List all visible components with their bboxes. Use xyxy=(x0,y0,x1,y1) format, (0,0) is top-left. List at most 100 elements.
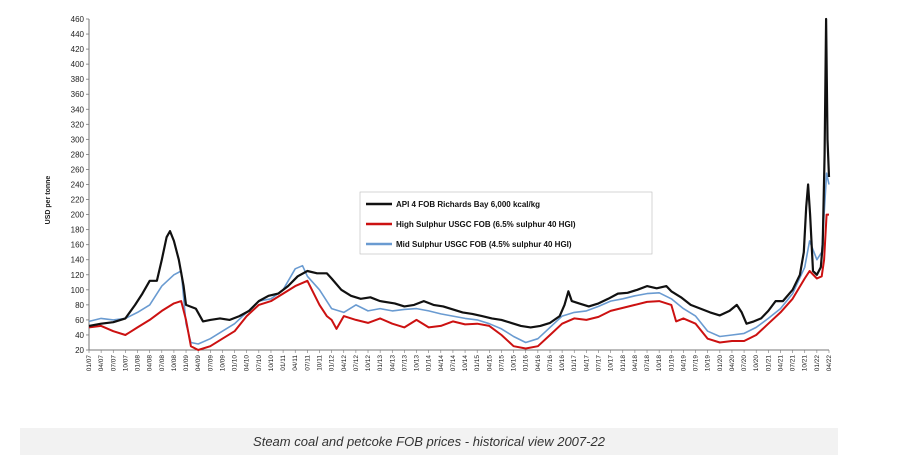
x-tick-label: 01/09 xyxy=(183,355,190,372)
x-tick-label: 07/19 xyxy=(693,355,700,372)
x-tick-label: 04/14 xyxy=(438,355,445,372)
chart-axes xyxy=(88,19,829,351)
x-tick-label: 04/22 xyxy=(826,355,833,372)
x-tick-label: 07/12 xyxy=(353,355,360,372)
x-tick-label: 10/14 xyxy=(462,355,469,372)
x-tick-label: 04/11 xyxy=(292,355,299,371)
figure-caption: Steam coal and petcoke FOB prices - hist… xyxy=(253,434,605,449)
series-line-high-sulphur xyxy=(88,213,829,351)
x-tick-label: 01/14 xyxy=(426,355,433,372)
x-tick-label: 07/13 xyxy=(401,355,408,372)
x-tick-label: 07/07 xyxy=(110,355,117,372)
x-tick-label: 07/14 xyxy=(450,355,457,372)
legend-label-mid-sulphur: Mid Sulphur USGC FOB (4.5% sulphur 40 HG… xyxy=(396,240,572,249)
y-tick-label: 340 xyxy=(71,105,85,114)
x-tick-label: 04/15 xyxy=(486,355,493,372)
x-tick-label: 04/13 xyxy=(389,355,396,372)
x-tick-label: 07/16 xyxy=(547,355,554,372)
x-tick-label: 07/09 xyxy=(207,355,214,372)
legend-label-api4: API 4 FOB Richards Bay 6,000 kcal/kg xyxy=(396,200,540,209)
y-tick-label: 180 xyxy=(71,226,85,235)
y-tick-label: 460 xyxy=(71,15,85,24)
series-lines xyxy=(88,17,831,351)
x-tick-label: 07/15 xyxy=(498,355,505,372)
y-tick-label: 240 xyxy=(71,181,85,190)
x-tick-label: 10/18 xyxy=(656,355,663,372)
x-tick-label: 01/07 xyxy=(86,355,93,372)
y-tick-label: 260 xyxy=(71,165,85,174)
x-tick-label: 01/20 xyxy=(717,355,724,372)
x-tick-label: 01/11 xyxy=(280,355,287,371)
x-tick-label: 01/12 xyxy=(329,355,336,372)
y-tick-label: 300 xyxy=(71,135,85,144)
y-tick-label: 360 xyxy=(71,90,85,99)
x-tick-label: 10/20 xyxy=(753,355,760,372)
legend: API 4 FOB Richards Bay 6,000 kcal/kg Hig… xyxy=(359,191,653,255)
x-tick-label: 10/17 xyxy=(608,355,615,372)
y-tick-label: 40 xyxy=(75,331,84,340)
x-tick-label: 01/21 xyxy=(765,355,772,372)
x-tick-label: 04/12 xyxy=(341,355,348,372)
x-tick-label: 10/12 xyxy=(365,355,372,372)
x-tick-label: 07/08 xyxy=(159,355,166,372)
x-tick-label: 10/21 xyxy=(802,355,809,372)
y-tick-label: 80 xyxy=(75,301,84,310)
legend-label-high-sulphur: High Sulphur USGC FOB (6.5% sulphur 40 H… xyxy=(396,220,576,229)
x-tick-label: 10/10 xyxy=(268,355,275,372)
x-tick-label: 10/11 xyxy=(316,355,323,371)
x-tick-label: 01/18 xyxy=(620,355,627,372)
x-tick-label: 07/20 xyxy=(741,355,748,372)
y-tick-label: 200 xyxy=(71,211,85,220)
series-line-api4 xyxy=(88,17,831,329)
x-tick-label: 10/15 xyxy=(511,355,518,372)
x-tick-label: 10/19 xyxy=(705,355,712,372)
x-tick-label: 04/07 xyxy=(98,355,105,372)
y-tick-label: 320 xyxy=(71,120,85,129)
y-tick-label: 400 xyxy=(71,60,85,69)
y-tick-label: 440 xyxy=(71,30,85,39)
x-tick-label: 10/13 xyxy=(414,355,421,372)
x-tick-label: 01/15 xyxy=(474,355,481,372)
x-tick-label: 07/11 xyxy=(304,355,311,371)
x-tick-label: 01/22 xyxy=(814,355,821,372)
x-tick-label: 04/10 xyxy=(244,355,251,372)
y-axis-ticks: 20 40 60 80 100 120 140 160 180 200 220 240 260 280 30… xyxy=(71,15,89,355)
x-tick-label: 01/16 xyxy=(523,355,530,372)
x-axis-ticks: 01/07 04/07 07/07 10/07 01/08 04/08 07/08 10/08… xyxy=(86,350,833,371)
x-tick-label: 07/18 xyxy=(644,355,651,372)
x-tick-label: 04/19 xyxy=(680,355,687,372)
x-tick-label: 01/17 xyxy=(571,355,578,372)
x-tick-label: 04/16 xyxy=(535,355,542,372)
y-tick-label: 60 xyxy=(75,316,84,325)
x-tick-label: 01/10 xyxy=(232,355,239,372)
y-tick-label: 280 xyxy=(71,150,85,159)
x-tick-label: 04/17 xyxy=(583,355,590,372)
x-tick-label: 01/19 xyxy=(668,355,675,372)
y-tick-label: 160 xyxy=(71,241,85,250)
y-axis-label: USD per tonne xyxy=(45,176,52,225)
caption-bar: Steam coal and petcoke FOB prices - hist… xyxy=(20,428,838,455)
x-tick-label: 10/09 xyxy=(219,355,226,372)
x-tick-label: 04/09 xyxy=(195,355,202,372)
x-tick-label: 04/21 xyxy=(777,355,784,372)
x-tick-label: 10/16 xyxy=(559,355,566,372)
y-tick-label: 420 xyxy=(71,45,85,54)
y-tick-label: 120 xyxy=(71,271,85,280)
x-tick-label: 07/10 xyxy=(256,355,263,372)
x-tick-label: 10/08 xyxy=(171,355,178,372)
legend-box xyxy=(359,191,653,255)
series-line-mid-sulphur xyxy=(88,172,830,345)
x-tick-label: 04/18 xyxy=(632,355,639,372)
y-tick-label: 20 xyxy=(75,346,84,355)
y-tick-label: 380 xyxy=(71,75,85,84)
x-tick-label: 10/07 xyxy=(122,355,129,372)
x-tick-label: 01/08 xyxy=(135,355,142,372)
y-tick-label: 100 xyxy=(71,286,85,295)
x-tick-label: 07/21 xyxy=(790,355,797,372)
y-tick-label: 220 xyxy=(71,196,85,205)
x-tick-label: 04/08 xyxy=(147,355,154,372)
x-tick-label: 04/20 xyxy=(729,355,736,372)
x-tick-label: 01/13 xyxy=(377,355,384,372)
y-tick-label: 140 xyxy=(71,256,85,265)
